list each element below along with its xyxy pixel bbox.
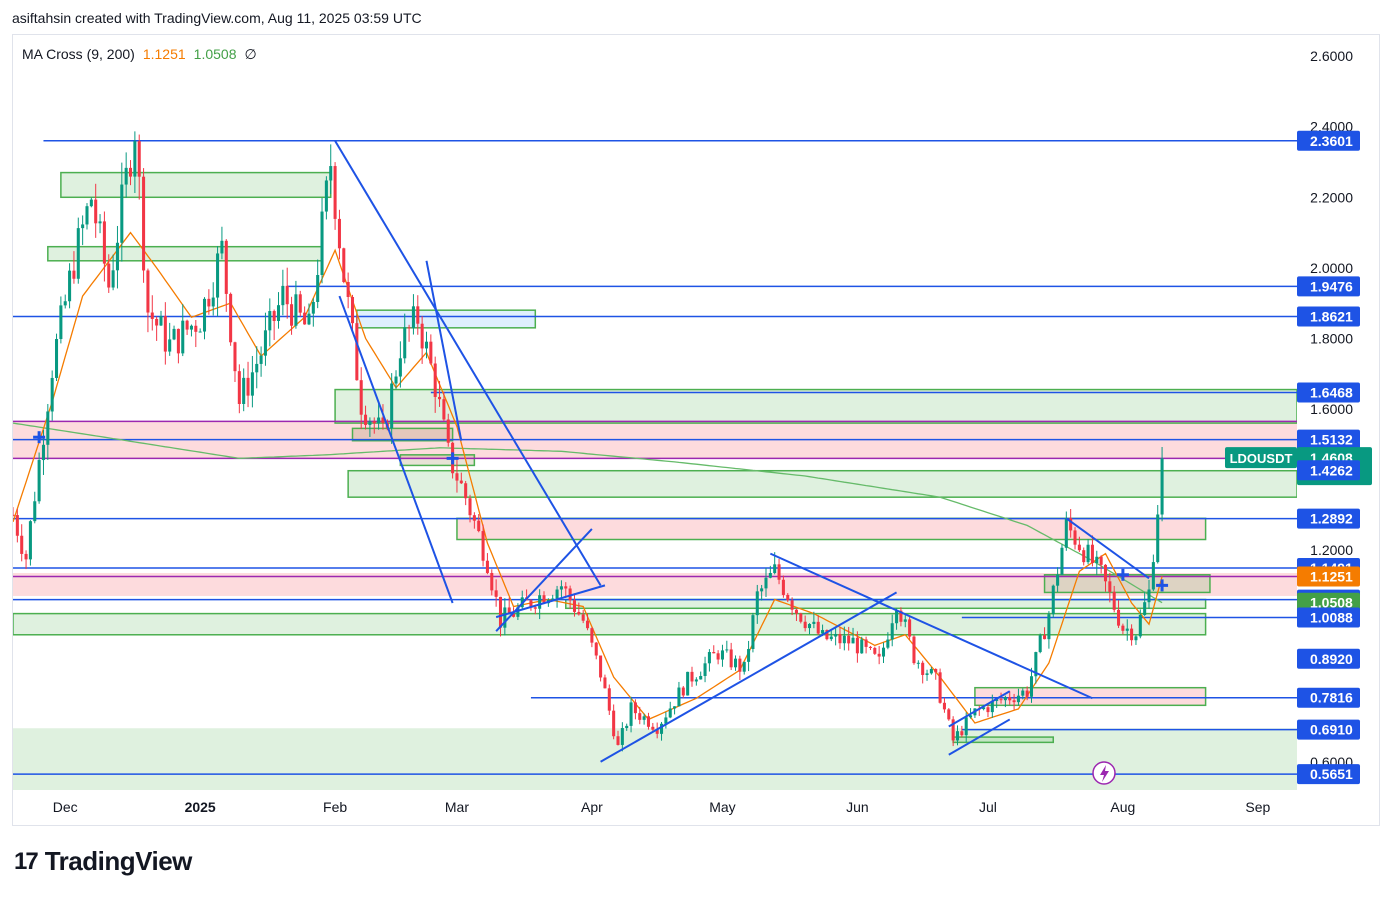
indicator-name[interactable]: MA Cross (9, 200) xyxy=(22,46,135,62)
brand-name: TradingView xyxy=(44,846,193,876)
ma-fast-value: 1.1251 xyxy=(142,46,186,62)
ma-slow-value: 1.0508 xyxy=(193,46,237,62)
tradingview-logo-icon: 17 xyxy=(14,847,39,875)
indicator-legend: MA Cross (9, 200) 1.1251 1.0508 ∅ xyxy=(22,46,257,63)
source-symbol: ∅ xyxy=(244,46,257,62)
tradingview-branding: 17 TradingView xyxy=(14,846,192,877)
chart-frame xyxy=(12,34,1380,826)
chart-attribution: asiftahsin created with TradingView.com,… xyxy=(12,10,422,26)
